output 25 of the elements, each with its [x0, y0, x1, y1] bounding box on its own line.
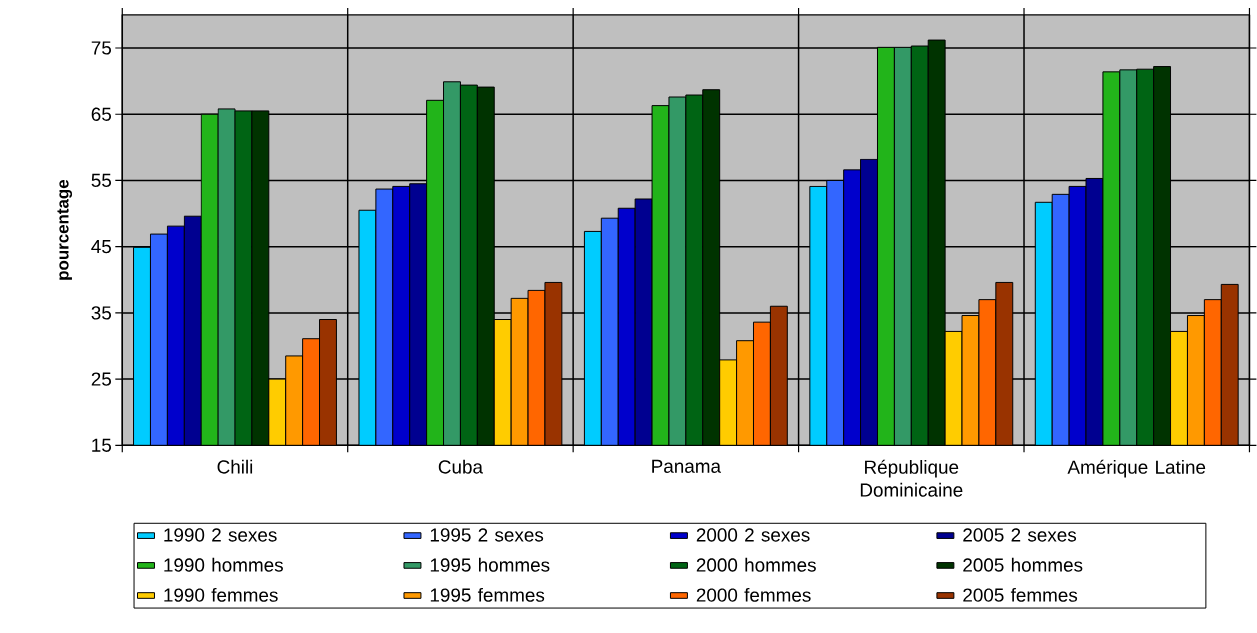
legend-label: 1990 2 sexes [164, 528, 277, 542]
y-tick-label: 65 [91, 107, 112, 121]
legend-label: 1995 2 sexes [430, 528, 544, 542]
x-tick-label: Panama [652, 459, 722, 473]
legend-label: 2005 hommes [963, 557, 1083, 572]
legend-label: 1990 hommes [164, 557, 283, 572]
x-tick-label: Chili [217, 459, 253, 474]
y-tick-label: 35 [91, 306, 112, 320]
x-tick-label: Cuba [438, 459, 483, 474]
legend-label: 2005 femmes [963, 587, 1078, 602]
legend-label: 2000 2 sexes [696, 528, 810, 542]
y-tick-label: 45 [91, 239, 112, 254]
legend-label: 1990 femmes [164, 587, 278, 602]
legend-label: 1995 femmes [430, 587, 545, 602]
x-tick-label: République Dominicaine [860, 459, 963, 497]
legend-label: 1995 hommes [430, 557, 550, 572]
y-tick-label: 75 [91, 41, 112, 55]
x-tick-label: Amérique Latine [1067, 459, 1206, 478]
y-tick-label: 15 [92, 438, 112, 452]
legend-label: 2000 hommes [696, 557, 816, 572]
y-tick-label: 55 [91, 173, 112, 187]
y-tick-label: 25 [91, 372, 112, 386]
legend-label: 2005 2 sexes [963, 528, 1077, 542]
y-axis-title: pourcentage [57, 179, 73, 280]
legend-label: 2000 femmes [696, 587, 811, 602]
